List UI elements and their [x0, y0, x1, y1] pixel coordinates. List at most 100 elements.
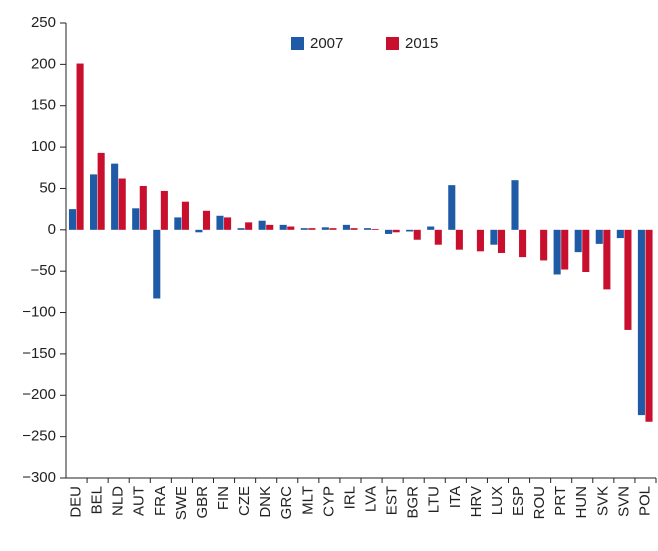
- x-tick-label-group: SVN: [615, 486, 632, 517]
- y-tick-label: 150: [31, 97, 56, 114]
- x-tick-label: BEL: [89, 486, 106, 514]
- x-tick-label: SWE: [173, 486, 190, 520]
- x-tick-label-group: NLD: [110, 486, 127, 516]
- x-tick-label: FIN: [215, 486, 232, 510]
- bar: [181, 201, 189, 230]
- bar: [448, 185, 456, 230]
- x-tick-label: DNK: [257, 486, 274, 518]
- bar: [342, 224, 350, 230]
- x-tick-label: LUX: [489, 486, 506, 515]
- x-tick-label: FRA: [152, 486, 169, 516]
- bar: [519, 229, 527, 258]
- x-tick-label: AUT: [131, 486, 148, 516]
- bar: [434, 229, 442, 245]
- x-tick-label: IRL: [341, 486, 358, 509]
- x-tick-label: SVK: [594, 486, 611, 516]
- bar: [385, 229, 393, 234]
- bar: [637, 229, 645, 416]
- bar: [76, 63, 84, 230]
- bar: [224, 217, 232, 230]
- x-tick-label: ITA: [447, 486, 464, 508]
- y-tick-label: −150: [22, 345, 56, 362]
- bar: [455, 229, 463, 250]
- x-tick-label: LTU: [426, 486, 443, 513]
- x-tick-label-group: CYP: [320, 486, 337, 517]
- bar: [413, 229, 421, 240]
- y-tick-label: −50: [31, 262, 56, 279]
- x-tick-label-group: ITA: [447, 486, 464, 508]
- x-tick-label-group: SVK: [594, 486, 611, 516]
- x-tick-label-group: GBR: [194, 486, 211, 519]
- legend-swatch: [386, 37, 399, 50]
- x-tick-label-group: FRA: [152, 486, 169, 516]
- bar: [216, 215, 224, 230]
- x-tick-label-group: LTU: [426, 486, 443, 513]
- x-tick-label-group: BGR: [405, 486, 422, 519]
- bar: [300, 228, 308, 230]
- x-tick-label: MLT: [299, 486, 316, 515]
- bar: [329, 228, 337, 230]
- legend-label: 2015: [405, 35, 438, 52]
- bar: [392, 229, 400, 233]
- x-tick-label-group: SWE: [173, 486, 190, 520]
- y-tick-label: −200: [22, 386, 56, 403]
- x-tick-label-group: FIN: [215, 486, 232, 510]
- y-tick-label: 250: [31, 14, 56, 31]
- bar: [427, 226, 435, 230]
- x-tick-label: PRT: [552, 486, 569, 516]
- bar: [645, 229, 653, 422]
- bar: [371, 228, 379, 230]
- y-tick-label: 100: [31, 138, 56, 155]
- bar: [574, 229, 582, 253]
- y-tick-label: 50: [39, 179, 56, 196]
- x-tick-label: GBR: [194, 486, 211, 519]
- bar: [603, 229, 611, 290]
- x-tick-label-group: BEL: [89, 486, 106, 514]
- x-tick-label: LVA: [363, 486, 380, 512]
- bar: [237, 228, 245, 230]
- bar: [90, 174, 98, 230]
- x-tick-label-group: PRT: [552, 486, 569, 516]
- x-tick-label-group: HRV: [468, 486, 485, 517]
- legend-swatch: [291, 37, 304, 50]
- bar: [132, 208, 140, 230]
- x-tick-label-group: EST: [384, 486, 401, 515]
- bar: [153, 229, 161, 299]
- bar: [245, 222, 253, 230]
- bar: [111, 163, 119, 230]
- bar: [118, 178, 126, 230]
- bar: [202, 210, 211, 230]
- bar: [582, 229, 590, 273]
- bar: [321, 227, 329, 230]
- bar: [308, 228, 316, 230]
- bar: [174, 217, 182, 230]
- x-tick-label: CYP: [320, 486, 337, 517]
- bar: [497, 229, 506, 253]
- x-tick-label-group: DEU: [68, 486, 85, 518]
- y-tick-label: 200: [31, 55, 56, 72]
- bar: [195, 229, 203, 233]
- bar: [561, 229, 569, 270]
- bar: [287, 226, 295, 230]
- x-tick-label: HUN: [573, 486, 590, 519]
- x-tick-label-group: HUN: [573, 486, 590, 519]
- bar: [616, 229, 624, 239]
- bar: [266, 224, 274, 230]
- x-tick-label: GRC: [278, 486, 295, 520]
- x-tick-label-group: DNK: [257, 486, 274, 518]
- x-tick-label-group: GRC: [278, 486, 295, 520]
- x-tick-label-group: ROU: [531, 486, 548, 519]
- x-tick-label: EST: [384, 486, 401, 515]
- x-tick-label: SVN: [615, 486, 632, 517]
- bar: [406, 229, 414, 232]
- bar: [363, 228, 372, 230]
- y-tick-label: −100: [22, 304, 56, 321]
- bar: [490, 229, 498, 245]
- x-tick-label: ESP: [510, 486, 527, 516]
- x-tick-label-group: CZE: [236, 486, 253, 516]
- bar: [624, 229, 632, 330]
- x-tick-label-group: ESP: [510, 486, 527, 516]
- x-tick-label-group: AUT: [131, 486, 148, 516]
- bar: [350, 228, 358, 230]
- x-tick-label: DEU: [68, 486, 85, 518]
